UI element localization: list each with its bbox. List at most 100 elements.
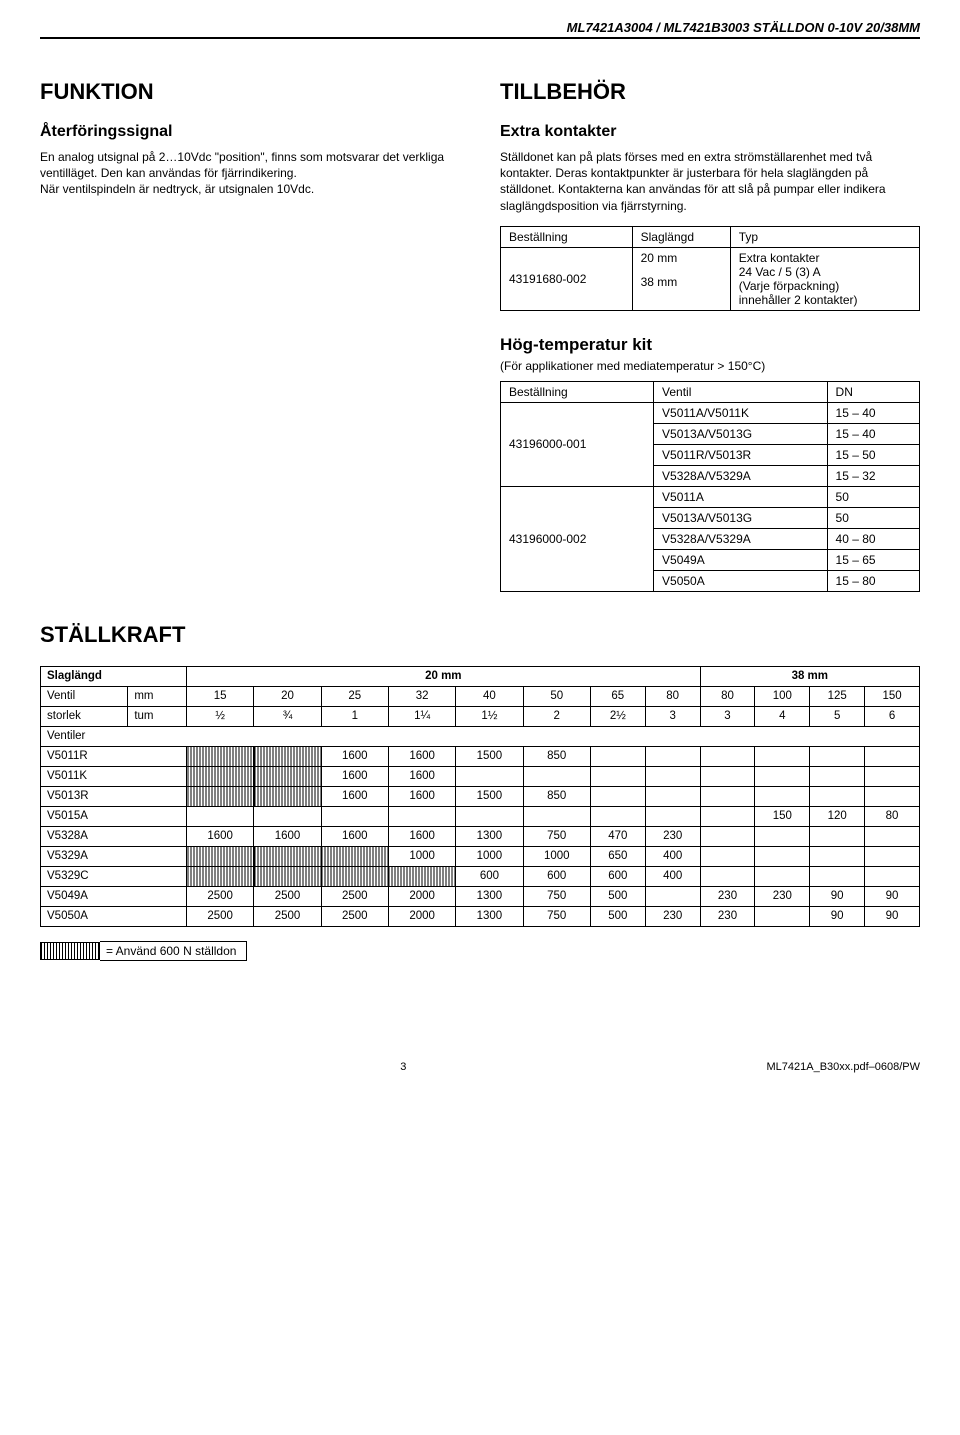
sk-row-name: V5011K — [41, 766, 187, 786]
sk-cell — [321, 866, 388, 886]
left-column: FUNKTION Återföringssignal En analog uts… — [40, 79, 460, 592]
ht-dn: 15 – 40 — [827, 402, 919, 423]
sk-mm-cell: 32 — [388, 686, 455, 706]
sk-cell: 230 — [700, 906, 755, 926]
sk-cell — [388, 866, 455, 886]
sk-cell: 90 — [865, 886, 920, 906]
sk-cell: 230 — [645, 906, 700, 926]
sk-cell: 1500 — [456, 746, 523, 766]
page-footer: 3 ML7421A_B30xx.pdf–0608/PW — [40, 1061, 920, 1073]
ht-dn: 15 – 80 — [827, 570, 919, 591]
sk-cell — [865, 766, 920, 786]
sk-tum-cell: 1¼ — [388, 706, 455, 726]
ht-ventil: V5328A/V5329A — [654, 465, 828, 486]
stallkraft-table: Slaglängd 20 mm 38 mm Ventil mm 15202532… — [40, 666, 920, 927]
sk-cell: 1000 — [456, 846, 523, 866]
ht-th-ventil: Ventil — [654, 381, 828, 402]
sk-cell — [254, 786, 321, 806]
order-number: 43191680-002 — [501, 247, 633, 310]
order-th-slag: Slaglängd — [632, 226, 730, 247]
ht-table: Beställning Ventil DN 43196000-001V5011A… — [500, 381, 920, 592]
sk-cell — [254, 846, 321, 866]
sk-cell — [187, 786, 254, 806]
sk-cell — [187, 866, 254, 886]
sk-cell: 1000 — [523, 846, 590, 866]
sk-cell — [700, 746, 755, 766]
sk-tum-cell: ¾ — [254, 706, 321, 726]
sk-cell — [645, 806, 700, 826]
ht-ventil: V5049A — [654, 549, 828, 570]
sk-cell — [700, 866, 755, 886]
sk-cell — [810, 766, 865, 786]
sk-cell — [755, 846, 810, 866]
sk-cell: 80 — [865, 806, 920, 826]
sk-cell: 230 — [755, 886, 810, 906]
sk-mm-cell: 50 — [523, 686, 590, 706]
sk-cell — [865, 786, 920, 806]
ht-dn: 15 – 65 — [827, 549, 919, 570]
ht-dn: 15 – 40 — [827, 423, 919, 444]
ht-ventil: V5011A — [654, 486, 828, 507]
sk-cell — [254, 746, 321, 766]
sk-cell — [645, 766, 700, 786]
sk-row-name: V5329C — [41, 866, 187, 886]
funktion-heading: FUNKTION — [40, 79, 460, 105]
ht-dn: 15 – 50 — [827, 444, 919, 465]
sk-cell: 1300 — [456, 826, 523, 846]
sk-cell — [321, 846, 388, 866]
ht-dn: 50 — [827, 507, 919, 528]
ht-order: 43196000-002 — [501, 486, 654, 591]
ht-ventil: V5328A/V5329A — [654, 528, 828, 549]
sk-row-name: V5328A — [41, 826, 187, 846]
sk-cell: 2500 — [254, 906, 321, 926]
order-typ: Extra kontakter 24 Vac / 5 (3) A (Varje … — [730, 247, 919, 310]
sk-cell: 1600 — [321, 746, 388, 766]
sk-mm-cell: 150 — [865, 686, 920, 706]
tillbehor-heading: TILLBEHÖR — [500, 79, 920, 105]
sk-row-name: V5015A — [41, 806, 187, 826]
extra-kontakter-heading: Extra kontakter — [500, 123, 920, 141]
ht-dn: 40 – 80 — [827, 528, 919, 549]
legend-swatch — [40, 942, 100, 960]
sk-cell: 230 — [645, 826, 700, 846]
sk-row-name: V5013R — [41, 786, 187, 806]
sk-cell: 2500 — [254, 886, 321, 906]
sk-mm-cell: 25 — [321, 686, 388, 706]
sk-cell — [810, 866, 865, 886]
sk-tum-cell: 3 — [700, 706, 755, 726]
sk-tum-cell: 2 — [523, 706, 590, 726]
sk-cell — [755, 786, 810, 806]
footer-ref: ML7421A_B30xx.pdf–0608/PW — [767, 1061, 921, 1073]
sk-cell — [388, 806, 455, 826]
sk-cell: 2500 — [187, 886, 254, 906]
sk-cell: 1600 — [321, 826, 388, 846]
sk-cell — [865, 746, 920, 766]
sk-cell — [700, 766, 755, 786]
sk-row-name: V5050A — [41, 906, 187, 926]
sk-slag-label: Slaglängd — [41, 666, 187, 686]
sk-cell — [523, 806, 590, 826]
sk-cell — [700, 826, 755, 846]
sk-cell: 90 — [810, 886, 865, 906]
sk-mm-cell: 20 — [254, 686, 321, 706]
sk-cell: 600 — [523, 866, 590, 886]
sk-cell: 750 — [523, 886, 590, 906]
sk-cell: 1600 — [254, 826, 321, 846]
sk-cell — [187, 746, 254, 766]
sk-cell: 750 — [523, 826, 590, 846]
sk-cell — [456, 766, 523, 786]
sk-row-name: V5011R — [41, 746, 187, 766]
sk-cell: 90 — [865, 906, 920, 926]
sk-cell — [700, 846, 755, 866]
ht-kit-sub: (För applikationer med mediatemperatur >… — [500, 359, 920, 373]
legend-text: = Använd 600 N ställdon — [100, 941, 247, 961]
sk-cell: 470 — [590, 826, 645, 846]
sk-cell: 500 — [590, 886, 645, 906]
sk-cell — [865, 866, 920, 886]
sk-tum-cell: 1½ — [456, 706, 523, 726]
sk-cell — [523, 766, 590, 786]
order-th-best: Beställning — [501, 226, 633, 247]
sk-cell: 90 — [810, 906, 865, 926]
order-table: Beställning Slaglängd Typ 43191680-002 2… — [500, 226, 920, 311]
sk-cell — [187, 846, 254, 866]
